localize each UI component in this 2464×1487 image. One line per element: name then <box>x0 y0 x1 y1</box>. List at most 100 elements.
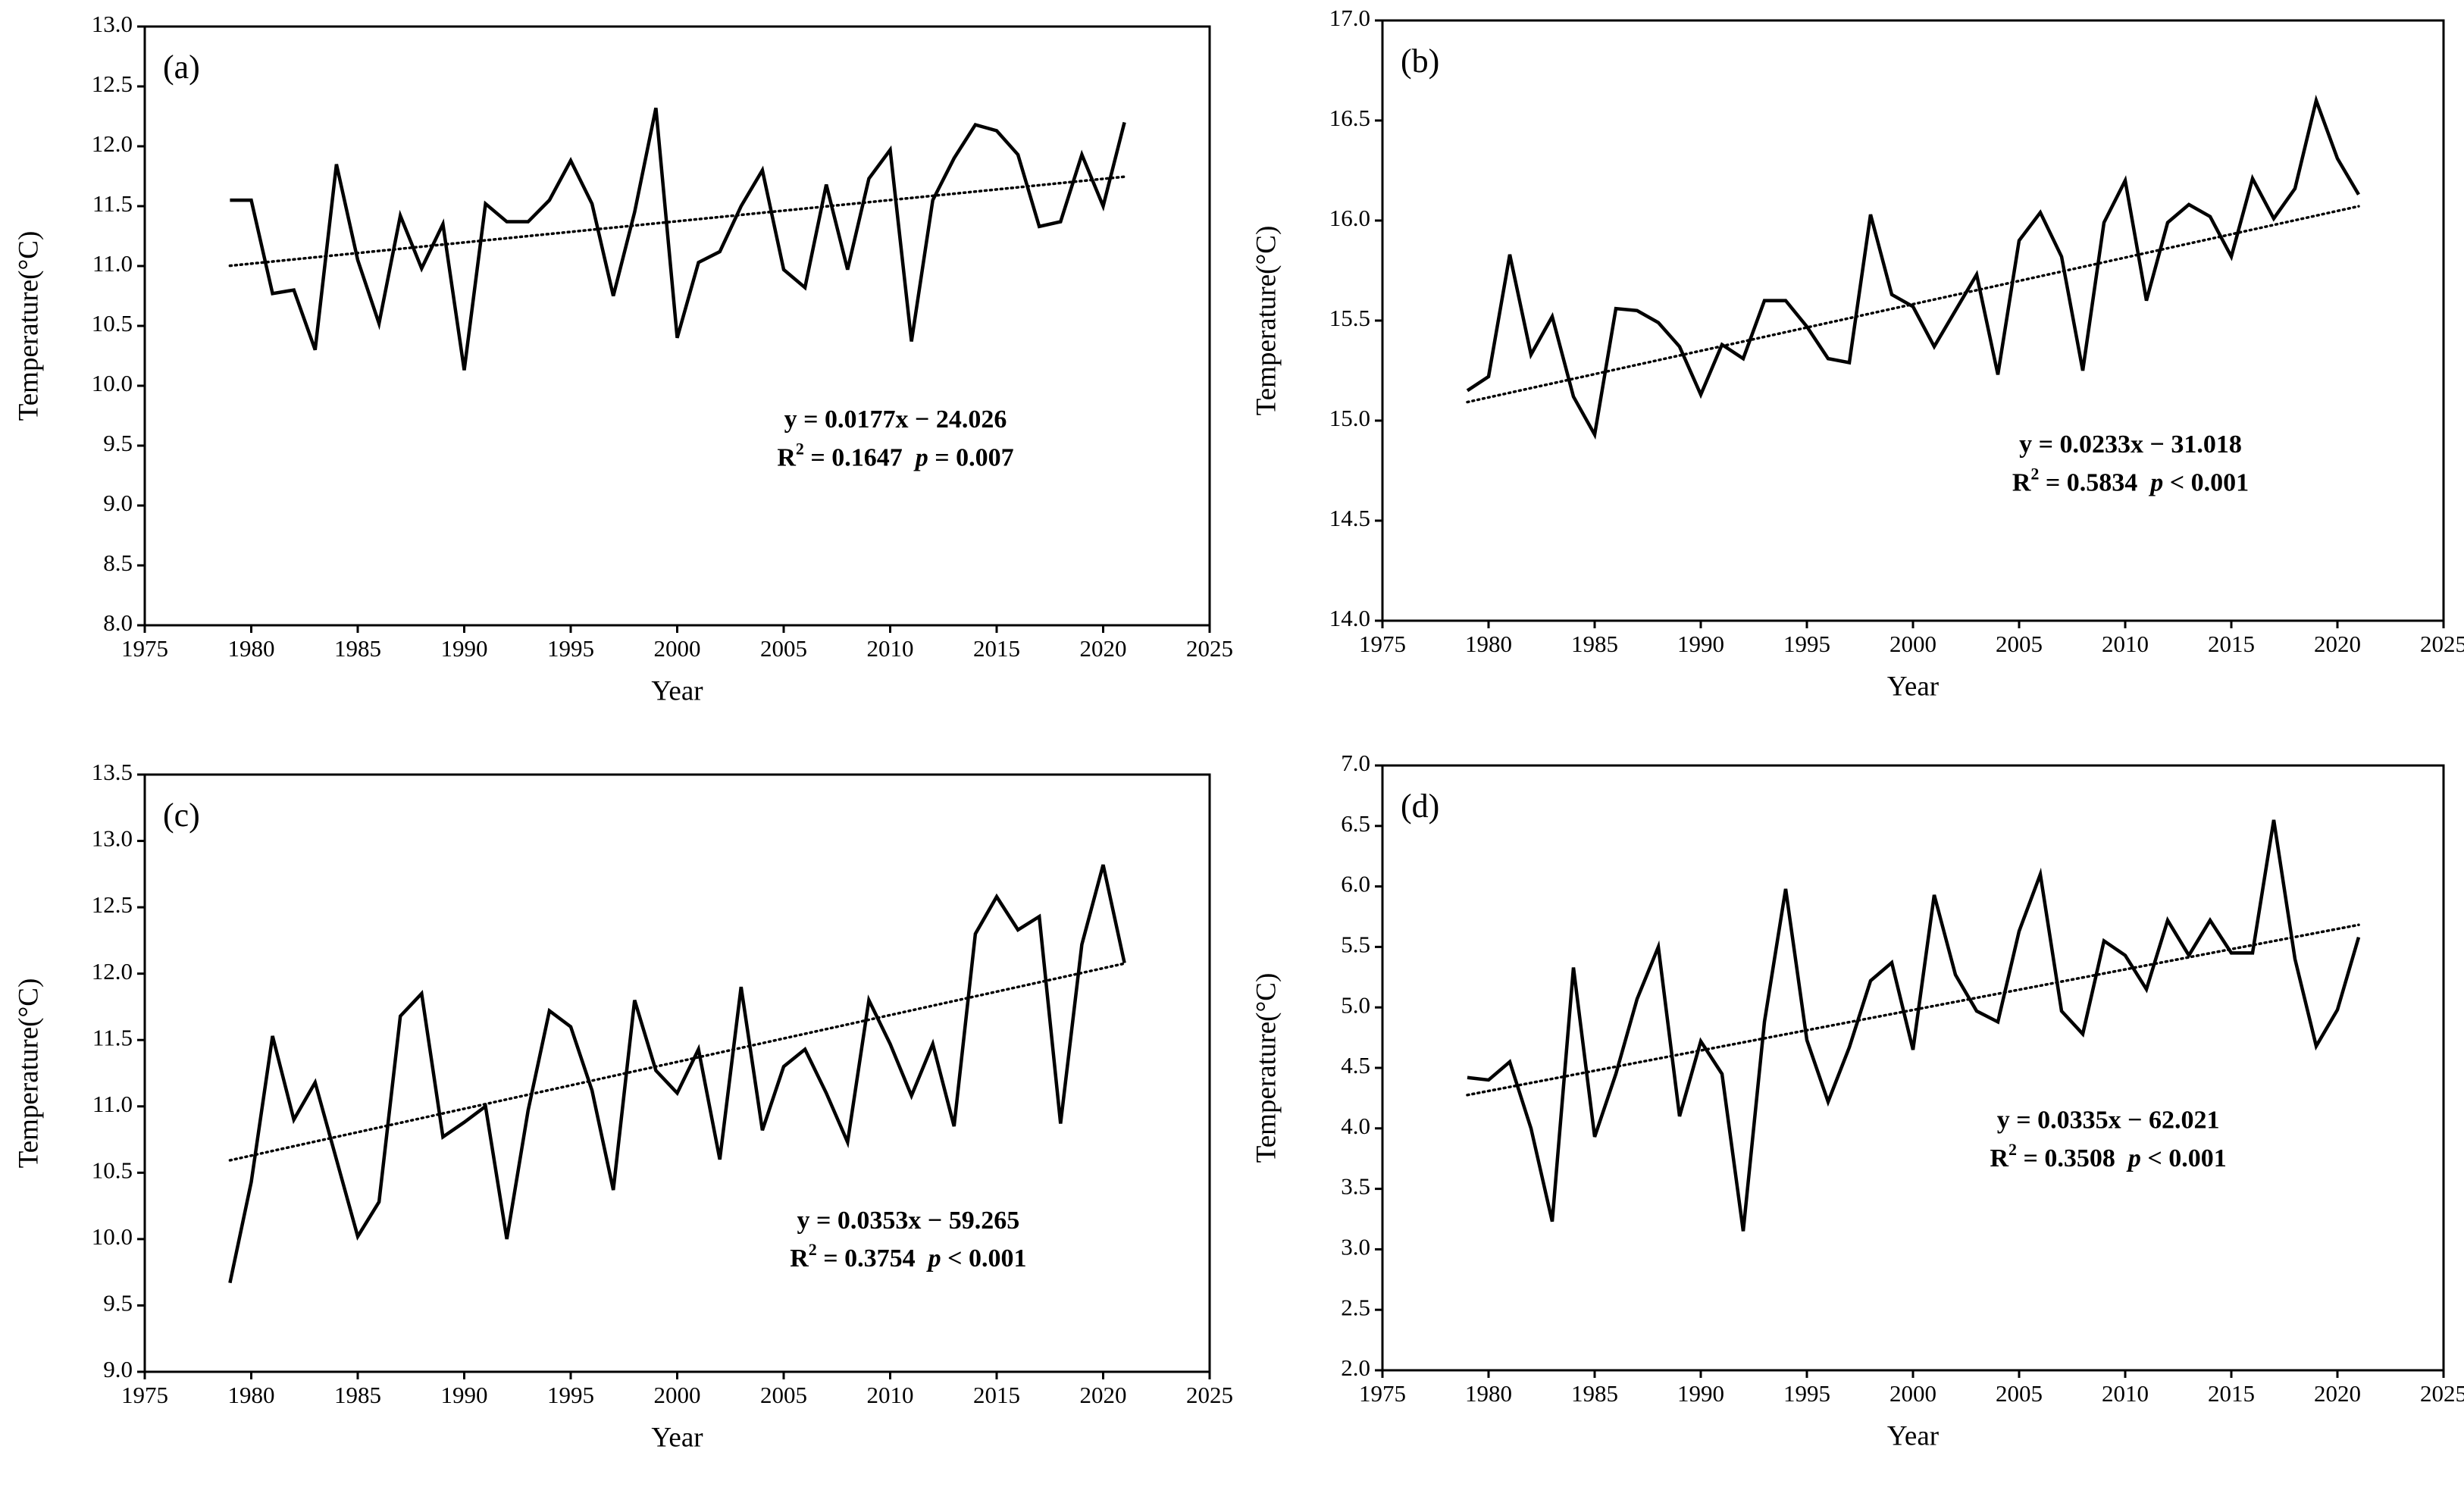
x-tick-label: 2025 <box>2420 631 2464 657</box>
y-tick-label: 9.5 <box>103 430 133 456</box>
y-tick-label: 16.5 <box>1329 105 1370 131</box>
y-axis-title: Temperature(°C) <box>1251 226 1282 416</box>
x-tick-label: 1985 <box>334 635 381 662</box>
x-tick-label: 2020 <box>1080 1382 1127 1408</box>
y-tick-label: 11.5 <box>92 190 133 217</box>
r2-value: = 0.3754 <box>817 1244 928 1273</box>
panel-label: (a) <box>163 49 200 86</box>
p-symbol: p <box>2148 468 2163 496</box>
plot-frame <box>1381 19 2445 622</box>
y-tick-label: 2.0 <box>1341 1354 1370 1381</box>
y-tick-label: 16.0 <box>1329 205 1370 231</box>
y-tick-label: 11.0 <box>92 1091 133 1117</box>
x-tick-label: 1990 <box>1677 1380 1724 1407</box>
x-tick-label: 2010 <box>867 635 914 662</box>
y-tick-label: 12.5 <box>92 70 133 97</box>
y-tick-label: 5.0 <box>1341 991 1370 1018</box>
x-tick-label: 1980 <box>1465 631 1512 657</box>
x-tick-label: 2000 <box>1889 631 1936 657</box>
data-line <box>1466 94 2360 440</box>
y-tick-label: 12.0 <box>92 130 133 157</box>
x-tick-label: 1980 <box>228 1382 275 1408</box>
y-tick-label: 9.0 <box>103 490 133 516</box>
y-tick-label: 9.0 <box>103 1356 133 1382</box>
fit-equation: y = 0.0335x − 62.021 <box>1997 1107 2220 1135</box>
x-tick-label: 1985 <box>1571 631 1618 657</box>
x-tick-label: 1980 <box>1465 1380 1512 1407</box>
x-tick-label: 2005 <box>760 1382 807 1408</box>
x-tick-label: 2025 <box>2420 1380 2464 1407</box>
fit-stats: R2 = 0.5834 p < 0.001 <box>2012 464 2249 496</box>
r2-superscript: 2 <box>809 1240 817 1259</box>
y-tick-label: 12.0 <box>92 958 133 985</box>
y-tick-label: 8.5 <box>103 549 133 576</box>
trend-line <box>1466 923 2360 1097</box>
y-tick-label: 7.0 <box>1341 750 1370 776</box>
x-tick-label: 2005 <box>1996 1380 2043 1407</box>
x-tick-label: 1975 <box>121 635 168 662</box>
x-axis-title: Year <box>651 1422 703 1453</box>
r2-value: = 0.5834 <box>2039 468 2150 496</box>
x-tick-label: 1990 <box>441 635 488 662</box>
x-tick-label: 1980 <box>228 635 275 662</box>
x-tick-label: 2000 <box>1889 1380 1936 1407</box>
x-tick-label: 1995 <box>1783 631 1830 657</box>
x-tick-label: 1995 <box>1783 1380 1830 1407</box>
x-tick-label: 2010 <box>2102 631 2149 657</box>
panel: 9.0 9.5 10.0 10.5 11.0 11.5 12.0 12.5 13.0 13.5 19… <box>13 759 1233 1453</box>
y-tick-label: 10.0 <box>92 1223 133 1250</box>
trend-line <box>228 175 1126 268</box>
fit-equation: y = 0.0233x − 31.018 <box>2019 430 2242 459</box>
x-axis-title: Year <box>651 675 703 706</box>
y-tick-label: 10.0 <box>92 370 133 396</box>
y-tick-label: 3.5 <box>1341 1173 1370 1200</box>
r2-superscript: 2 <box>796 439 804 458</box>
x-tick-label: 2020 <box>2314 1380 2361 1407</box>
trend-line <box>228 962 1126 1162</box>
y-axis-title: Temperature(°C) <box>13 231 44 421</box>
x-axis-title: Year <box>1887 1420 1939 1451</box>
plot-frame <box>1381 764 2445 1372</box>
x-tick-label: 1985 <box>1571 1380 1618 1407</box>
panel-label: (d) <box>1401 787 1439 825</box>
panel: 2.0 2.5 3.0 3.5 4.0 4.5 5.0 5.5 6.0 6.5 7.0 1975 198… <box>1251 750 2464 1451</box>
data-line <box>230 107 1126 371</box>
x-tick-label: 2000 <box>654 1382 701 1408</box>
y-tick-label: 15.5 <box>1329 305 1370 331</box>
y-tick-label: 10.5 <box>92 1157 133 1183</box>
y-tick-label: 13.5 <box>92 759 133 785</box>
x-tick-label: 1975 <box>121 1382 168 1408</box>
p-value: < 0.001 <box>2141 1144 2227 1172</box>
r2-symbol: R <box>777 443 796 471</box>
x-tick-label: 1975 <box>1359 631 1406 657</box>
x-tick-label: 2015 <box>2208 1380 2255 1407</box>
y-tick-label: 8.0 <box>103 609 133 636</box>
fit-equation: y = 0.0177x − 24.026 <box>784 405 1007 434</box>
fit-stats: R2 = 0.3754 p < 0.001 <box>790 1240 1026 1273</box>
x-tick-label: 2020 <box>1080 635 1127 662</box>
panel: 14.0 14.5 15.0 15.5 16.0 16.5 17.0 1975 1980 1985… <box>1251 5 2464 702</box>
y-tick-label: 4.0 <box>1341 1113 1370 1139</box>
x-tick-label: 2010 <box>867 1382 914 1408</box>
x-tick-label: 1995 <box>547 635 594 662</box>
x-tick-label: 2015 <box>973 635 1020 662</box>
x-tick-label: 1975 <box>1359 1380 1406 1407</box>
y-tick-label: 5.5 <box>1341 931 1370 958</box>
data-line <box>228 864 1126 1284</box>
y-tick-label: 11.0 <box>92 250 133 277</box>
x-tick-label: 2005 <box>1996 631 2043 657</box>
x-tick-label: 2005 <box>760 635 807 662</box>
panel: 8.0 8.5 9.0 9.5 10.0 10.5 11.0 11.5 12.0 12.5 13.0… <box>13 11 1233 706</box>
r2-symbol: R <box>790 1244 809 1273</box>
y-tick-label: 10.5 <box>92 310 133 337</box>
x-tick-label: 2015 <box>973 1382 1020 1408</box>
r2-symbol: R <box>1990 1144 2008 1172</box>
y-tick-label: 13.0 <box>92 11 133 37</box>
fit-stats: R2 = 0.3508 p < 0.001 <box>1990 1140 2226 1172</box>
x-axis-title: Year <box>1887 671 1939 702</box>
plot-frame <box>143 773 1211 1373</box>
trend-line <box>1466 205 2360 404</box>
r2-superscript: 2 <box>2008 1140 2017 1159</box>
